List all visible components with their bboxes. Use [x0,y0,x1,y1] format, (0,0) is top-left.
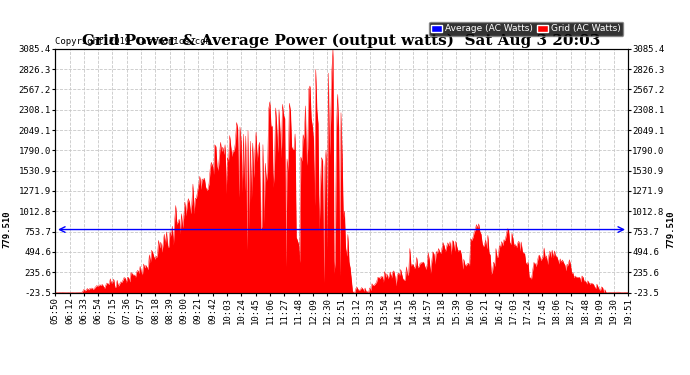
Legend: Average (AC Watts), Grid (AC Watts): Average (AC Watts), Grid (AC Watts) [428,22,623,36]
Text: 779.510: 779.510 [667,211,676,248]
Text: Copyright 2019 Cartronics.com: Copyright 2019 Cartronics.com [55,38,211,46]
Text: 779.510: 779.510 [2,211,11,248]
Title: Grid Power & Average Power (output watts)  Sat Aug 3 20:03: Grid Power & Average Power (output watts… [82,33,601,48]
